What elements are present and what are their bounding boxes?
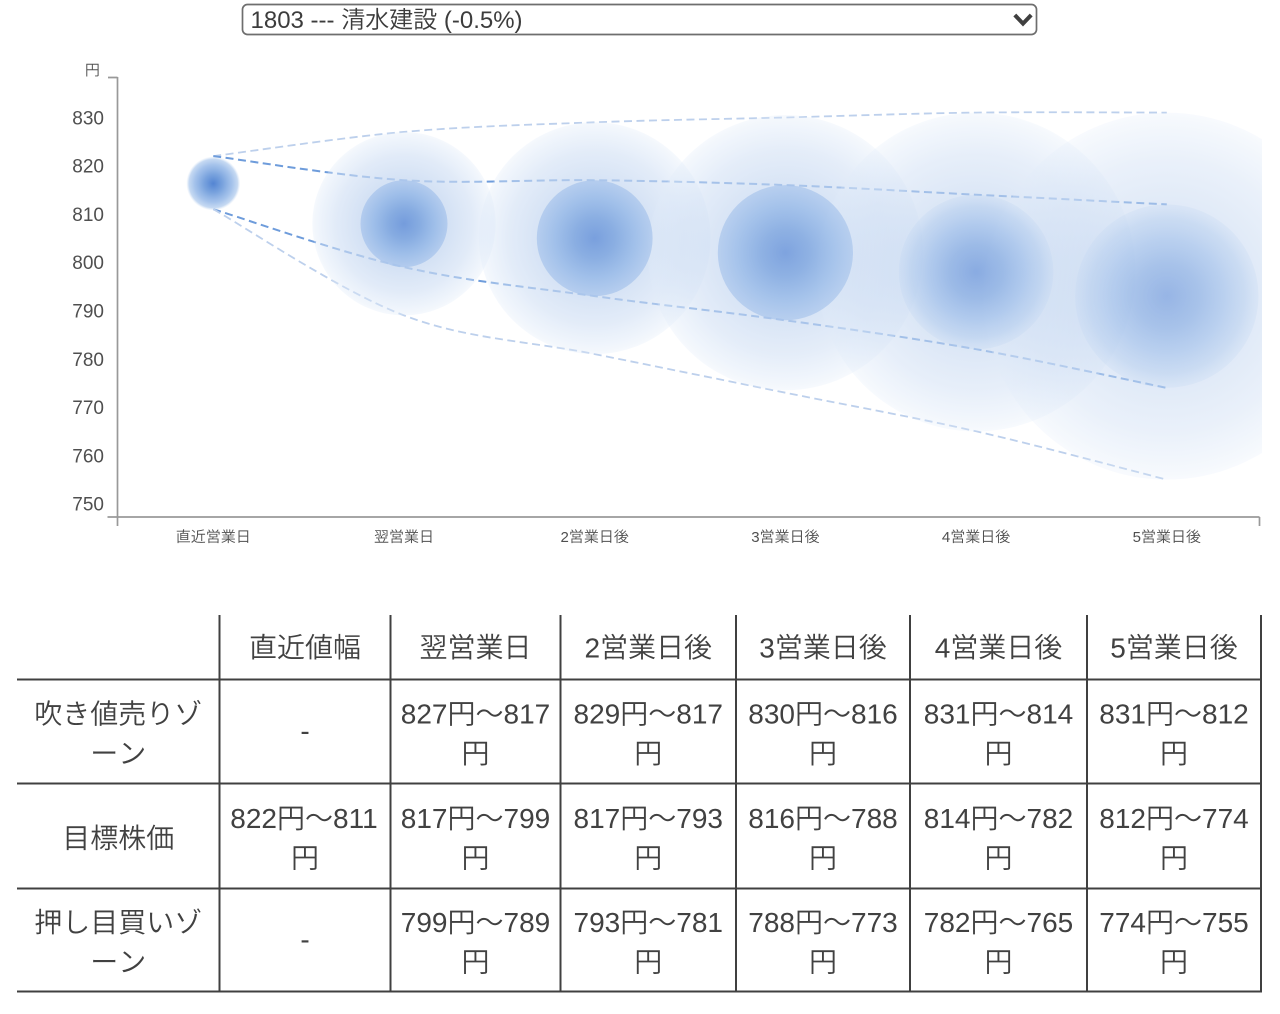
svg-text:789: 789 xyxy=(504,907,551,938)
svg-text:770: 770 xyxy=(72,398,104,419)
svg-text:750: 750 xyxy=(72,495,104,516)
svg-text:817: 817 xyxy=(504,699,551,730)
svg-text:4: 4 xyxy=(942,529,950,546)
svg-text:782: 782 xyxy=(924,907,971,938)
svg-text:830: 830 xyxy=(748,699,795,730)
svg-text:820: 820 xyxy=(72,157,104,178)
svg-text:782: 782 xyxy=(1027,803,1074,834)
svg-text:812: 812 xyxy=(1202,699,1249,730)
svg-text:-: - xyxy=(300,924,309,955)
svg-text:822: 822 xyxy=(230,803,277,834)
svg-text:2: 2 xyxy=(584,632,600,663)
svg-text:755: 755 xyxy=(1202,907,1249,938)
svg-text:817: 817 xyxy=(574,803,621,834)
svg-text:780: 780 xyxy=(72,350,104,371)
svg-text:817: 817 xyxy=(401,803,448,834)
svg-text:799: 799 xyxy=(504,803,551,834)
svg-text:3: 3 xyxy=(759,632,775,663)
svg-text:831: 831 xyxy=(1099,699,1146,730)
svg-text:814: 814 xyxy=(1027,699,1074,730)
svg-text:(-0.5%): (-0.5%) xyxy=(444,7,523,34)
svg-text:774: 774 xyxy=(1202,803,1249,834)
svg-text:816: 816 xyxy=(851,699,898,730)
svg-text:-: - xyxy=(300,716,309,747)
svg-text:817: 817 xyxy=(676,699,723,730)
svg-text:810: 810 xyxy=(72,205,104,226)
svg-text:5: 5 xyxy=(1110,632,1126,663)
svg-text:1803 ---: 1803 --- xyxy=(251,7,335,34)
svg-text:827: 827 xyxy=(401,699,448,730)
svg-text:799: 799 xyxy=(401,907,448,938)
svg-text:774: 774 xyxy=(1099,907,1146,938)
svg-text:814: 814 xyxy=(924,803,971,834)
svg-text:800: 800 xyxy=(72,253,104,274)
svg-text:788: 788 xyxy=(748,907,795,938)
svg-text:816: 816 xyxy=(748,803,795,834)
svg-text:4: 4 xyxy=(935,632,951,663)
svg-text:788: 788 xyxy=(851,803,898,834)
svg-text:3: 3 xyxy=(751,529,759,546)
svg-text:760: 760 xyxy=(72,446,104,467)
svg-text:773: 773 xyxy=(851,907,898,938)
svg-text:2: 2 xyxy=(561,529,569,546)
svg-text:831: 831 xyxy=(924,699,971,730)
svg-text:812: 812 xyxy=(1099,803,1146,834)
svg-text:765: 765 xyxy=(1027,907,1074,938)
svg-text:793: 793 xyxy=(574,907,621,938)
svg-text:830: 830 xyxy=(72,108,104,129)
svg-text:829: 829 xyxy=(574,699,621,730)
svg-text:5: 5 xyxy=(1133,529,1141,546)
svg-text:790: 790 xyxy=(72,302,104,323)
svg-text:781: 781 xyxy=(676,907,723,938)
svg-text:811: 811 xyxy=(333,803,378,834)
svg-text:793: 793 xyxy=(676,803,723,834)
